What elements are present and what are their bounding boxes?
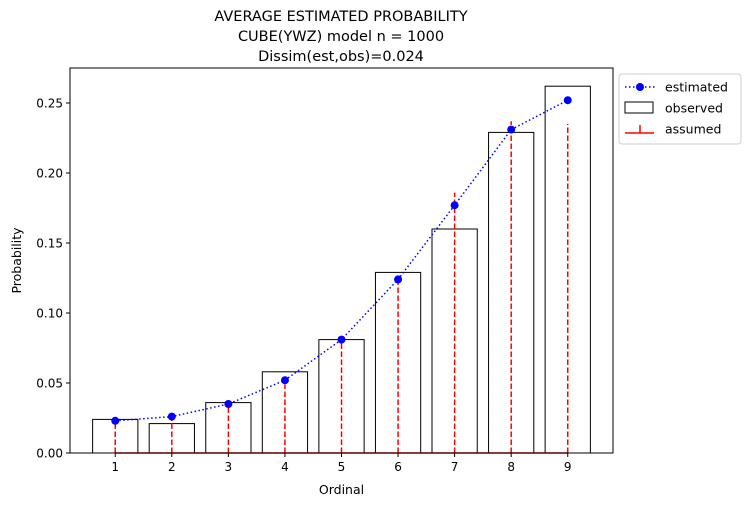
- estimated-line: [115, 99, 569, 422]
- legend-estimated-marker: [636, 83, 644, 91]
- y-tick-label-4: 0.20: [36, 167, 63, 181]
- legend-estimated-label: estimated: [665, 80, 728, 95]
- legend-assumed-label: assumed: [665, 122, 721, 137]
- x-tick-label-9: 9: [564, 460, 572, 474]
- y-tick-label-0: 0.00: [36, 447, 63, 461]
- legend-box: [618, 73, 742, 145]
- x-tick-label-2: 2: [168, 460, 176, 474]
- y-axis-label: Probability: [9, 227, 24, 294]
- chart-title: AVERAGE ESTIMATED PROBABILITY CUBE(YWZ) m…: [214, 9, 467, 65]
- x-tick-label-3: 3: [225, 460, 233, 474]
- y-tick-label-1: 0.05: [36, 377, 63, 391]
- axes: 1 2 3 4 5 6 7 8 9 0.00 0.05 0.10 0.15 0.20 0.25 Ordinal…: [9, 67, 614, 497]
- estimated-point-5: [337, 335, 346, 344]
- y-tick-label-3: 0.15: [36, 237, 63, 251]
- title-line-1: AVERAGE ESTIMATED PROBABILITY: [214, 9, 467, 25]
- legend-observed-swatch: [624, 101, 654, 114]
- title-line-2: CUBE(YWZ) model n = 1000: [238, 29, 444, 45]
- y-tick-label-5: 0.25: [36, 97, 63, 111]
- estimated-point-9: [563, 96, 572, 105]
- x-tick-label-1: 1: [111, 460, 119, 474]
- estimated-point-8: [507, 125, 516, 134]
- x-axis-label: Ordinal: [319, 482, 364, 497]
- x-tick-label-5: 5: [338, 460, 346, 474]
- estimated-point-1: [111, 416, 120, 425]
- estimated-point-7: [450, 201, 459, 210]
- legend-observed-label: observed: [665, 101, 723, 116]
- estimated-point-4: [280, 376, 289, 385]
- title-line-3: Dissim(est,obs)=0.024: [258, 49, 424, 65]
- x-tick-label-4: 4: [281, 460, 289, 474]
- x-tick-label-7: 7: [451, 460, 459, 474]
- observed-bar-9: [544, 85, 591, 454]
- x-tick-label-6: 6: [394, 460, 402, 474]
- x-tick-label-8: 8: [507, 460, 515, 474]
- y-tick-label-2: 0.10: [36, 307, 63, 321]
- legend: estimated observed assumed: [618, 73, 742, 145]
- plot-area: [92, 85, 591, 454]
- estimated-point-2: [167, 412, 176, 421]
- estimated-point-6: [394, 275, 403, 284]
- estimated-point-3: [224, 400, 233, 408]
